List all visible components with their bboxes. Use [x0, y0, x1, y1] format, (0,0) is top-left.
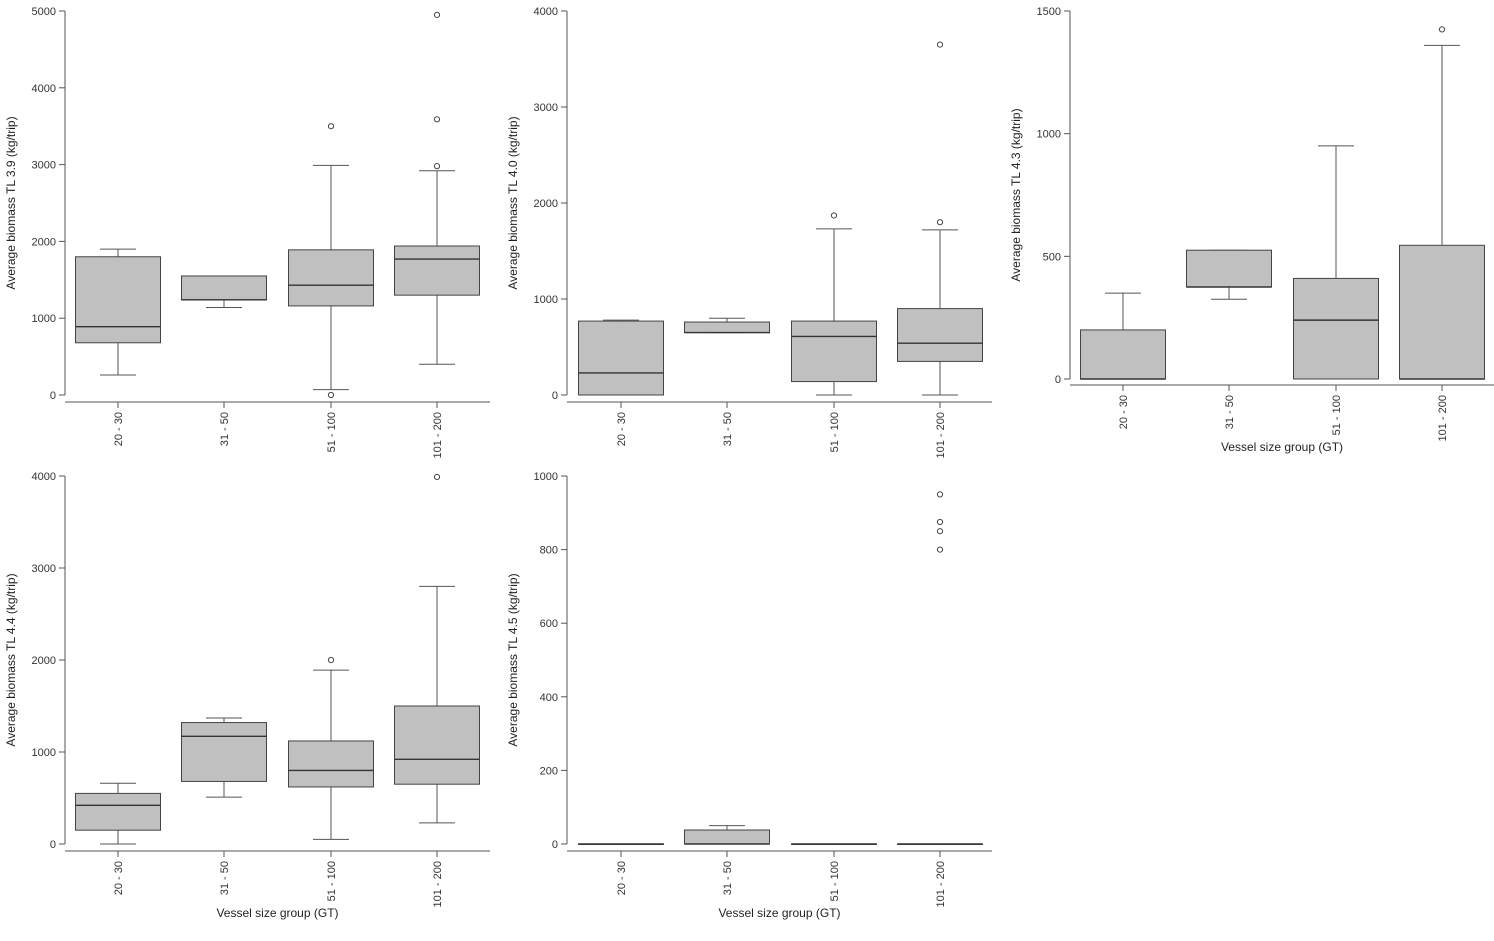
y-axis-label: Average biomass TL 4.0 (kg/trip)	[506, 116, 520, 289]
box-iqr	[1399, 244, 1485, 380]
y-tick-label: 4000	[32, 471, 56, 483]
y-tick-label: 5000	[32, 6, 56, 18]
outlier-point	[327, 391, 335, 399]
x-tick-label: 51 - 100	[829, 861, 841, 901]
y-tick-label: 2000	[32, 236, 56, 248]
x-tick-label: 101 - 200	[432, 861, 444, 907]
x-tick-label: 20 - 30	[616, 861, 628, 895]
y-axis-label: Average biomass TL 4.4 (kg/trip)	[4, 573, 18, 746]
x-tick-label: 101 - 200	[432, 412, 444, 458]
x-tick-label: 31 - 50	[219, 412, 231, 446]
y-tick-label: 3000	[32, 563, 56, 575]
outlier-point	[433, 116, 441, 123]
outlier-point	[830, 212, 838, 219]
y-tick-label: 400	[540, 692, 558, 704]
x-tick-label: 101 - 200	[935, 861, 947, 907]
y-axis-label: Average biomass TL 4.5 (kg/trip)	[506, 573, 520, 746]
y-axis-label: Average biomass TL 3.9 (kg/trip)	[4, 116, 18, 289]
outlier-point	[936, 546, 944, 553]
y-axis-label: Average biomass TL 4.3 (kg/trip)	[1009, 108, 1023, 281]
x-axis-label: Vessel size group (GT)	[216, 906, 338, 920]
outlier-point	[327, 123, 335, 130]
box-iqr	[1186, 249, 1272, 288]
box-iqr	[181, 275, 267, 301]
x-tick-label: 31 - 50	[219, 861, 231, 895]
box-iqr	[791, 320, 877, 383]
y-tick-label: 1000	[534, 471, 558, 483]
y-tick-label: 4000	[32, 83, 56, 95]
box-iqr	[1293, 277, 1379, 380]
box-iqr	[394, 245, 480, 296]
y-tick-label: 3000	[32, 160, 56, 172]
y-tick-label: 3000	[534, 102, 558, 114]
outlier-point	[936, 528, 944, 535]
y-tick-label: 1000	[534, 294, 558, 306]
y-tick-label: 0	[552, 390, 558, 402]
y-tick-label: 1000	[1037, 129, 1061, 141]
outlier-point	[433, 11, 441, 18]
x-tick-label: 101 - 200	[1437, 395, 1449, 441]
outlier-point	[936, 491, 944, 498]
x-tick-label: 51 - 100	[1331, 395, 1343, 435]
y-tick-label: 800	[540, 545, 558, 557]
y-tick-label: 2000	[534, 198, 558, 210]
x-tick-label: 31 - 50	[1224, 395, 1236, 429]
x-tick-label: 20 - 30	[616, 412, 628, 446]
y-tick-label: 1000	[32, 747, 56, 759]
outlier-point	[936, 41, 944, 48]
x-axis-label: Vessel size group (GT)	[1221, 440, 1343, 454]
box-iqr	[288, 740, 374, 788]
y-tick-label: 2000	[32, 655, 56, 667]
outlier-point	[1438, 26, 1446, 33]
x-tick-label: 20 - 30	[1118, 395, 1130, 429]
y-tick-label: 1500	[1037, 6, 1061, 18]
x-axis-label: Vessel size group (GT)	[718, 906, 840, 920]
y-tick-label: 4000	[534, 6, 558, 18]
box-iqr	[288, 249, 374, 307]
y-tick-label: 0	[50, 390, 56, 402]
outlier-point	[936, 518, 944, 526]
x-tick-label: 20 - 30	[113, 861, 125, 895]
x-tick-label: 51 - 100	[829, 412, 841, 452]
box-iqr	[181, 722, 267, 782]
box-iqr	[578, 320, 664, 396]
y-tick-label: 0	[50, 839, 56, 851]
outlier-point	[433, 473, 441, 481]
x-tick-label: 101 - 200	[935, 412, 947, 458]
y-tick-label: 0	[552, 839, 558, 851]
x-tick-label: 51 - 100	[326, 412, 338, 452]
box-iqr	[684, 829, 770, 845]
box-iqr	[1080, 329, 1166, 380]
x-tick-label: 31 - 50	[722, 412, 734, 446]
box-iqr	[684, 321, 770, 334]
box-iqr	[75, 792, 161, 831]
x-tick-label: 31 - 50	[722, 861, 734, 895]
y-tick-label: 200	[540, 765, 558, 777]
y-tick-label: 600	[540, 618, 558, 630]
x-tick-label: 51 - 100	[326, 861, 338, 901]
y-tick-label: 500	[1043, 251, 1061, 263]
y-tick-label: 1000	[32, 313, 56, 325]
outlier-point	[327, 656, 335, 664]
box-iqr	[75, 256, 161, 344]
outlier-point	[936, 219, 944, 226]
y-tick-label: 0	[1055, 374, 1061, 386]
x-tick-label: 20 - 30	[113, 412, 125, 446]
box-iqr	[394, 705, 480, 785]
box-iqr	[897, 308, 983, 362]
outlier-point	[433, 163, 441, 170]
